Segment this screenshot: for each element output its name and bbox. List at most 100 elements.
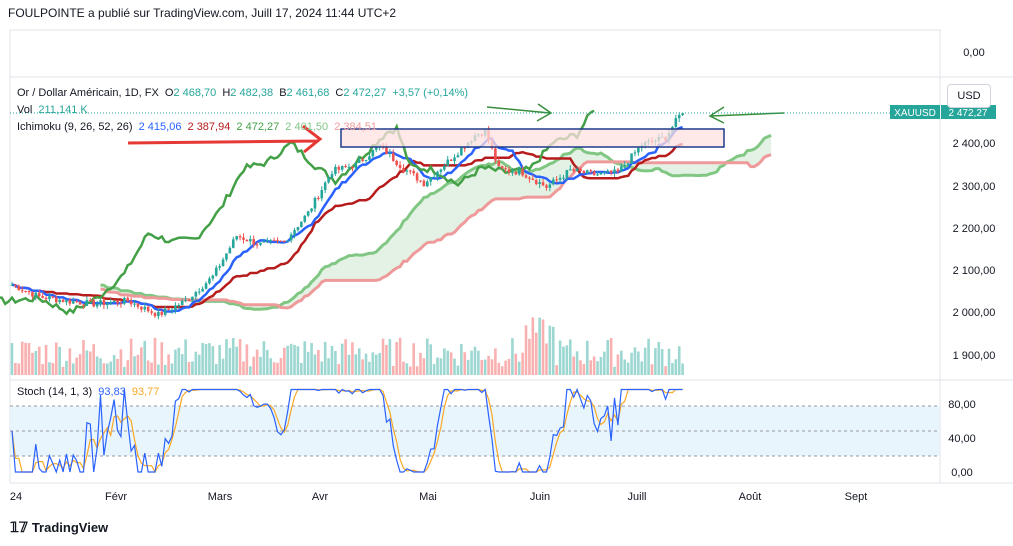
candle-body: [289, 234, 293, 241]
candle-body: [568, 169, 572, 171]
time-axis-label: 24: [10, 491, 22, 503]
candle-body: [534, 180, 538, 184]
volume-bar: [92, 344, 95, 375]
time-axis-label: Août: [739, 491, 762, 503]
volume-bar: [555, 365, 558, 375]
candle-body: [61, 299, 65, 303]
volume-bar: [558, 340, 562, 375]
candle-body: [429, 177, 433, 182]
candle-body: [286, 240, 290, 242]
candle-body: [157, 312, 160, 317]
resistance-zone[interactable]: [340, 128, 725, 148]
close-label: C: [335, 87, 344, 99]
candle-body: [351, 166, 354, 169]
volume-bar: [24, 342, 27, 375]
currency-button[interactable]: USD: [947, 84, 991, 108]
price-tag: [941, 105, 996, 119]
candle-body: [10, 284, 14, 286]
volume-bar: [65, 360, 68, 375]
volume-bar: [398, 337, 402, 375]
volume-bar: [201, 342, 204, 375]
candle-body: [368, 156, 371, 160]
volume-bar: [385, 344, 388, 375]
candle-body: [555, 179, 558, 181]
volume-bar: [31, 352, 34, 375]
volume-bar: [262, 341, 266, 375]
open-value: 2 468,70: [173, 87, 217, 99]
volume-bar: [579, 360, 582, 375]
candle-body: [129, 301, 133, 305]
red-arrow-annotation[interactable]: [127, 124, 323, 154]
low-label: B: [279, 87, 287, 99]
candle-body: [221, 259, 225, 267]
ichimoku-legend: Ichimoku (9, 26, 52, 26) 2 415,06 2 387,…: [17, 121, 380, 133]
green-arrow-right-annotation[interactable]: [708, 106, 785, 124]
volume-bar: [674, 359, 678, 375]
volume-bar: [582, 363, 586, 375]
candle-body: [170, 309, 174, 311]
candle-body: [51, 296, 55, 298]
candle-body: [109, 302, 113, 304]
volume-bar: [664, 366, 667, 375]
candle-body: [201, 288, 204, 292]
volume-bar: [439, 358, 443, 375]
volume-label[interactable]: Vol: [17, 104, 33, 116]
candle-body: [371, 149, 375, 157]
candle-body: [344, 165, 347, 168]
candle-body: [616, 169, 620, 172]
volume-bar: [538, 317, 541, 375]
volume-bar: [592, 356, 596, 375]
candle-body: [14, 284, 17, 286]
candle-body: [494, 148, 497, 161]
volume-bar: [218, 345, 221, 375]
volume-bar: [378, 352, 381, 375]
span-a-value: 2 401,50: [285, 121, 329, 133]
time-axis-label: Févr: [105, 491, 127, 503]
candle-body: [276, 240, 279, 242]
volume-bar: [626, 362, 630, 375]
span-b-line: [100, 153, 772, 310]
symbol-name[interactable]: Or / Dollar Américain, 1D, FX: [17, 87, 159, 99]
stoch-label[interactable]: Stoch (14, 1, 3): [17, 386, 93, 398]
candle-body: [408, 170, 412, 172]
candle-body: [262, 241, 266, 243]
candle-body: [603, 171, 606, 173]
volume-bar: [163, 364, 167, 375]
volume-bar: [528, 338, 531, 375]
candle-body: [133, 303, 136, 305]
candle-body: [374, 147, 378, 150]
volume-bar: [521, 352, 524, 375]
ichimoku-label[interactable]: Ichimoku (9, 26, 52, 26): [17, 121, 133, 133]
candle-body: [146, 306, 150, 312]
candle-body: [545, 185, 548, 188]
candle-body: [143, 306, 147, 310]
candle-body: [310, 208, 313, 212]
volume-bar: [490, 359, 494, 375]
candle-body: [266, 240, 269, 242]
volume-bar: [504, 360, 507, 375]
volume-bar: [126, 360, 130, 375]
candle-body: [303, 215, 307, 222]
volume-bar: [514, 353, 518, 375]
volume-bar: [466, 359, 470, 375]
open-label: O: [164, 87, 174, 99]
candle-body: [606, 170, 610, 172]
volume-bar: [283, 347, 286, 375]
green-arrow-left-annotation[interactable]: [486, 103, 553, 122]
candle-body: [323, 182, 327, 191]
candle-body: [500, 166, 504, 169]
candle-body: [412, 170, 415, 174]
time-axis-label: Sept: [845, 491, 868, 503]
volume-bar: [562, 346, 565, 375]
volume-bar: [446, 350, 450, 375]
candle-body: [575, 168, 579, 172]
candle-body: [626, 163, 630, 166]
volume-bar: [456, 365, 460, 375]
symbol-tag-text: XAUUSD: [894, 108, 936, 119]
candle-body: [548, 184, 552, 188]
tradingview-footer[interactable]: 𝟙𝟟 TradingView: [10, 519, 108, 536]
volume-bar: [545, 343, 548, 375]
volume-bar: [507, 358, 511, 375]
volume-bar: [82, 339, 85, 375]
